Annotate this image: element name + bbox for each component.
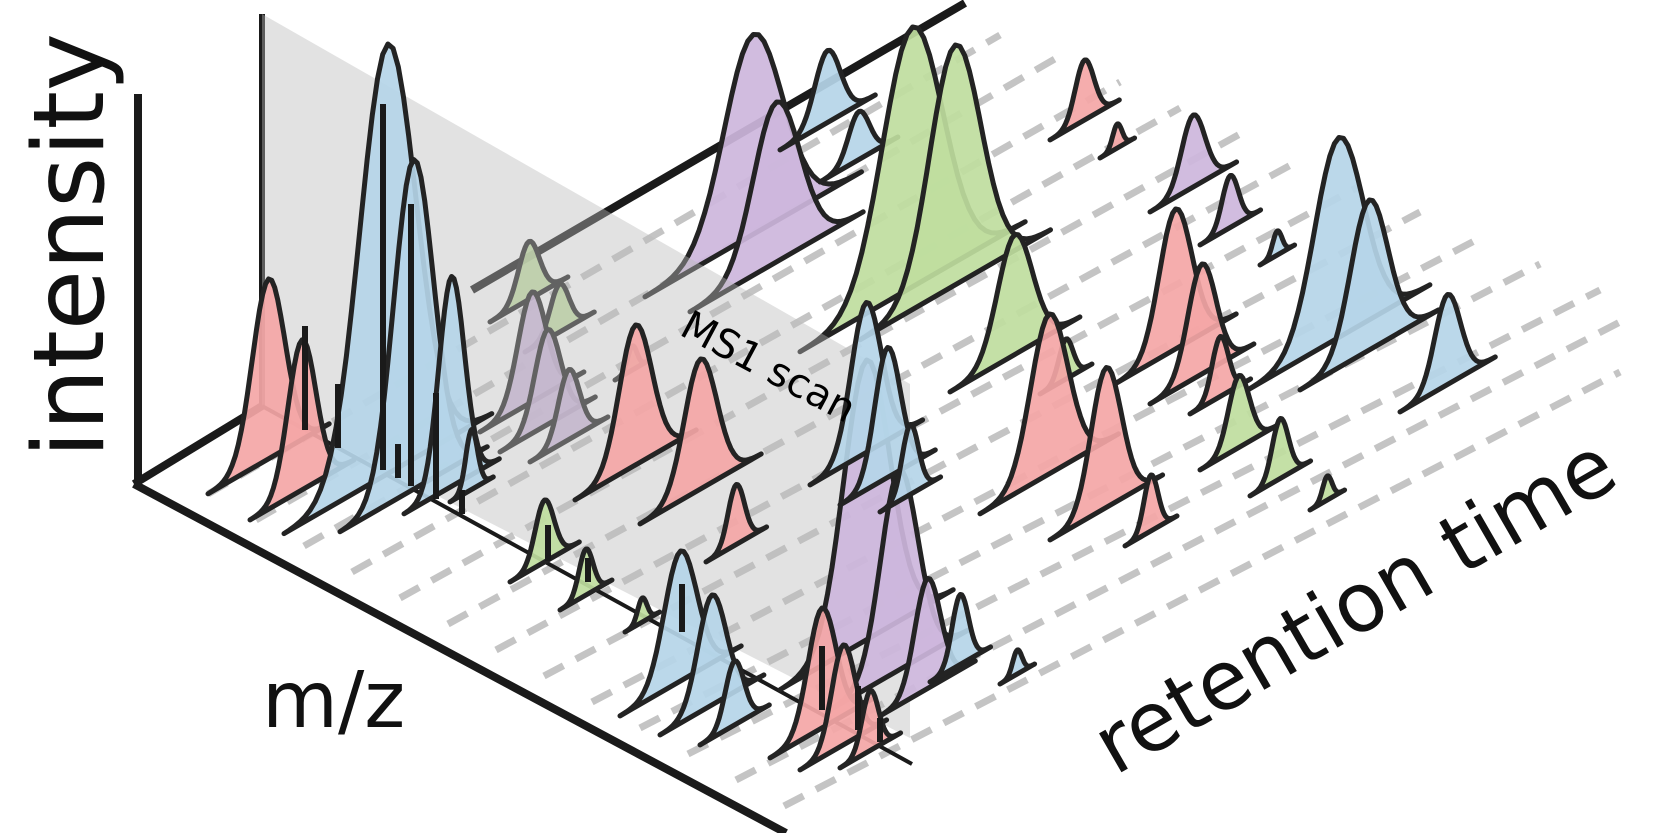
chromatographic-peaks-front — [205, 41, 1348, 773]
chromatographic-peak — [507, 497, 582, 585]
chromatographic-peak — [637, 356, 764, 527]
chromatographic-peak — [947, 232, 1083, 395]
chromatographic-peak — [1147, 261, 1257, 407]
retention-time-axis — [131, 402, 265, 488]
mz-axis-label: m/z — [262, 656, 405, 746]
chromatographic-peak — [1307, 473, 1348, 513]
chromatographic-peaks-back — [477, 24, 1498, 465]
intensity-axis-label: intensity — [13, 33, 127, 458]
chromatographic-peak — [1197, 373, 1281, 473]
chromatographic-peak — [487, 238, 571, 325]
chromatographic-peak — [837, 688, 904, 771]
chromatographic-peak — [703, 482, 770, 565]
ms1-spectrum-sticks — [302, 104, 883, 742]
chromatographic-peak — [1257, 228, 1298, 268]
chromatographic-peak — [657, 592, 767, 738]
chromatographic-peak — [1297, 197, 1442, 393]
chromatographic-peak — [1097, 121, 1138, 161]
chromatographic-peak — [1122, 472, 1180, 549]
chromatographic-peak — [1047, 57, 1122, 143]
chromatographic-peak — [777, 47, 878, 153]
chromatographic-peak — [697, 658, 772, 748]
retention-time-gridline — [494, 182, 1362, 654]
chromatographic-peak — [997, 647, 1038, 687]
chromatographic-peak — [1247, 416, 1314, 499]
chromatographic-peak — [572, 322, 699, 503]
retention-time-gridline — [350, 104, 1182, 576]
chromatographic-peak — [527, 367, 611, 465]
chromatographic-peak — [877, 422, 944, 515]
chromatographic-peak — [622, 595, 663, 635]
chromatographic-peak — [642, 32, 864, 300]
chromatographic-peak — [1147, 112, 1240, 215]
chromatographic-peak — [447, 427, 496, 505]
retention-time-gridline — [734, 318, 1622, 784]
retention-time-gridline — [782, 368, 1622, 810]
chromatographic-peak — [1245, 135, 1433, 393]
chromatographic-peak — [687, 99, 866, 315]
chromatographic-peak — [1397, 292, 1498, 415]
mz-axis — [132, 480, 788, 833]
chromatographic-peak — [1197, 173, 1264, 248]
chromatographic-peak — [927, 592, 994, 685]
